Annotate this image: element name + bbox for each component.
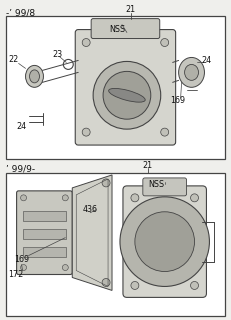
Circle shape — [62, 265, 68, 270]
Text: 436: 436 — [82, 205, 97, 214]
FancyBboxPatch shape — [17, 191, 72, 275]
Circle shape — [21, 265, 27, 270]
Text: 22: 22 — [9, 55, 19, 64]
Circle shape — [82, 38, 90, 46]
Circle shape — [191, 282, 198, 289]
FancyBboxPatch shape — [75, 29, 176, 145]
Circle shape — [161, 128, 169, 136]
Polygon shape — [72, 175, 112, 291]
Bar — [23, 211, 66, 221]
Bar — [6, 16, 225, 159]
Ellipse shape — [179, 58, 204, 87]
Bar — [23, 229, 66, 239]
Ellipse shape — [185, 64, 198, 80]
Circle shape — [82, 128, 90, 136]
Circle shape — [191, 194, 198, 202]
Circle shape — [102, 278, 110, 286]
Text: 169: 169 — [170, 96, 185, 105]
Ellipse shape — [30, 70, 40, 83]
Circle shape — [131, 194, 139, 202]
Ellipse shape — [109, 88, 145, 102]
Text: 24: 24 — [201, 56, 212, 66]
Circle shape — [93, 61, 161, 129]
FancyBboxPatch shape — [123, 186, 207, 297]
Circle shape — [161, 38, 169, 46]
Circle shape — [103, 71, 151, 119]
Text: 169: 169 — [15, 255, 30, 264]
Circle shape — [102, 179, 110, 187]
Text: 172: 172 — [9, 269, 24, 278]
Text: NSS: NSS — [109, 25, 125, 34]
Text: 23: 23 — [52, 51, 63, 60]
Text: 21: 21 — [126, 5, 136, 14]
Circle shape — [135, 212, 195, 271]
FancyBboxPatch shape — [143, 178, 187, 196]
Text: ’ 99/9-: ’ 99/9- — [6, 165, 35, 174]
FancyBboxPatch shape — [91, 19, 160, 38]
Text: NSS: NSS — [149, 180, 165, 189]
Bar — [23, 247, 66, 257]
Circle shape — [62, 195, 68, 201]
Text: 24: 24 — [17, 122, 27, 131]
Circle shape — [120, 197, 210, 286]
Bar — [6, 173, 225, 316]
Circle shape — [21, 195, 27, 201]
Text: 21: 21 — [143, 161, 153, 170]
Ellipse shape — [26, 65, 43, 87]
Text: -’ 99/8: -’ 99/8 — [6, 9, 35, 18]
Circle shape — [131, 282, 139, 289]
